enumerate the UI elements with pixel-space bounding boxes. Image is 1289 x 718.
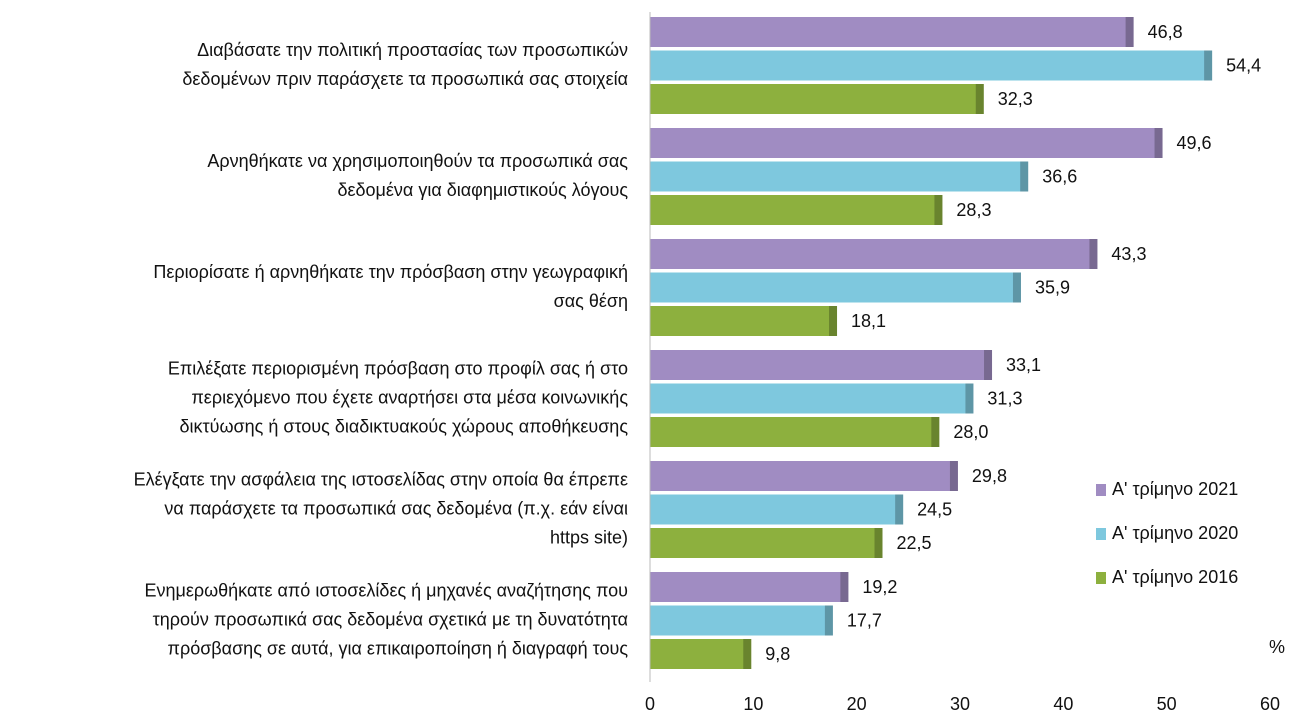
bar [650, 383, 974, 414]
category-label: Περιορίσατε ή αρνηθήκατε την πρόσβαση στ… [153, 262, 628, 311]
x-tick-label: 50 [1157, 694, 1177, 714]
bar [650, 461, 958, 491]
bar-shade [874, 528, 883, 558]
bar-shade [1012, 272, 1021, 303]
value-label: 29,8 [972, 466, 1007, 486]
bar [650, 572, 849, 602]
bar-shade [975, 84, 984, 114]
value-label: 9,8 [765, 644, 790, 664]
bar [650, 17, 1134, 47]
unit-label: % [1269, 637, 1285, 657]
bar [650, 417, 940, 447]
x-tick-label: 30 [950, 694, 970, 714]
category-label: Αρνηθήκατε να χρησιμοποιηθούν τα προσωπι… [207, 151, 628, 200]
bar-shade [1089, 239, 1098, 269]
bar-shade [949, 461, 958, 491]
bar [650, 128, 1163, 158]
value-label: 46,8 [1148, 22, 1183, 42]
bar-shade [824, 605, 833, 636]
bar-shade [984, 350, 993, 380]
bar [650, 350, 993, 380]
bar-shade [840, 572, 849, 602]
value-label: 49,6 [1177, 133, 1212, 153]
x-tick-label: 0 [645, 694, 655, 714]
value-label: 19,2 [862, 577, 897, 597]
legend-swatch [1096, 528, 1106, 540]
bar [650, 195, 943, 225]
x-tick-label: 60 [1260, 694, 1280, 714]
bar-shade [1204, 50, 1213, 81]
bar [650, 161, 1029, 192]
value-label: 43,3 [1111, 244, 1146, 264]
value-label: 22,5 [897, 533, 932, 553]
value-label: 24,5 [917, 499, 952, 519]
bar [650, 528, 883, 558]
bar-shade [1125, 17, 1134, 47]
bar [650, 639, 752, 669]
bar-shade [934, 195, 943, 225]
x-tick-label: 40 [1053, 694, 1073, 714]
bar-shade [931, 417, 940, 447]
value-label: 35,9 [1035, 277, 1070, 297]
bar-shade [1154, 128, 1163, 158]
x-tick-label: 10 [743, 694, 763, 714]
bar-shade [1020, 161, 1029, 192]
bar [650, 272, 1021, 303]
bar-shade [743, 639, 752, 669]
category-label: Ενημερωθήκατε από ιστοσελίδες ή μηχανές … [144, 580, 628, 658]
x-tick-label: 20 [847, 694, 867, 714]
value-label: 33,1 [1006, 355, 1041, 375]
bar [650, 50, 1213, 81]
value-label: 18,1 [851, 311, 886, 331]
bar [650, 239, 1098, 269]
bar [650, 494, 904, 525]
value-label: 31,3 [987, 388, 1022, 408]
bar [650, 605, 833, 636]
category-label: Ελέγξατε την ασφάλεια της ιστοσελίδας στ… [134, 469, 628, 547]
bar-shade [829, 306, 838, 336]
value-label: 32,3 [998, 89, 1033, 109]
legend-label: Α' τρίμηνο 2021 [1112, 479, 1238, 499]
bar [650, 306, 838, 336]
category-label: Επιλέξατε περιορισμένη πρόσβαση στο προφ… [168, 358, 628, 436]
category-label: Διαβάσατε την πολιτική προστασίας των πρ… [182, 40, 628, 89]
bar-shade [965, 383, 974, 414]
value-label: 17,7 [847, 610, 882, 630]
value-label: 28,3 [956, 200, 991, 220]
value-label: 54,4 [1226, 55, 1261, 75]
bar-shade [895, 494, 904, 525]
value-label: 28,0 [953, 422, 988, 442]
bar [650, 84, 984, 114]
legend-swatch [1096, 572, 1106, 584]
legend-label: Α' τρίμηνο 2016 [1112, 567, 1238, 587]
legend-label: Α' τρίμηνο 2020 [1112, 523, 1238, 543]
legend-swatch [1096, 484, 1106, 496]
value-label: 36,6 [1042, 166, 1077, 186]
